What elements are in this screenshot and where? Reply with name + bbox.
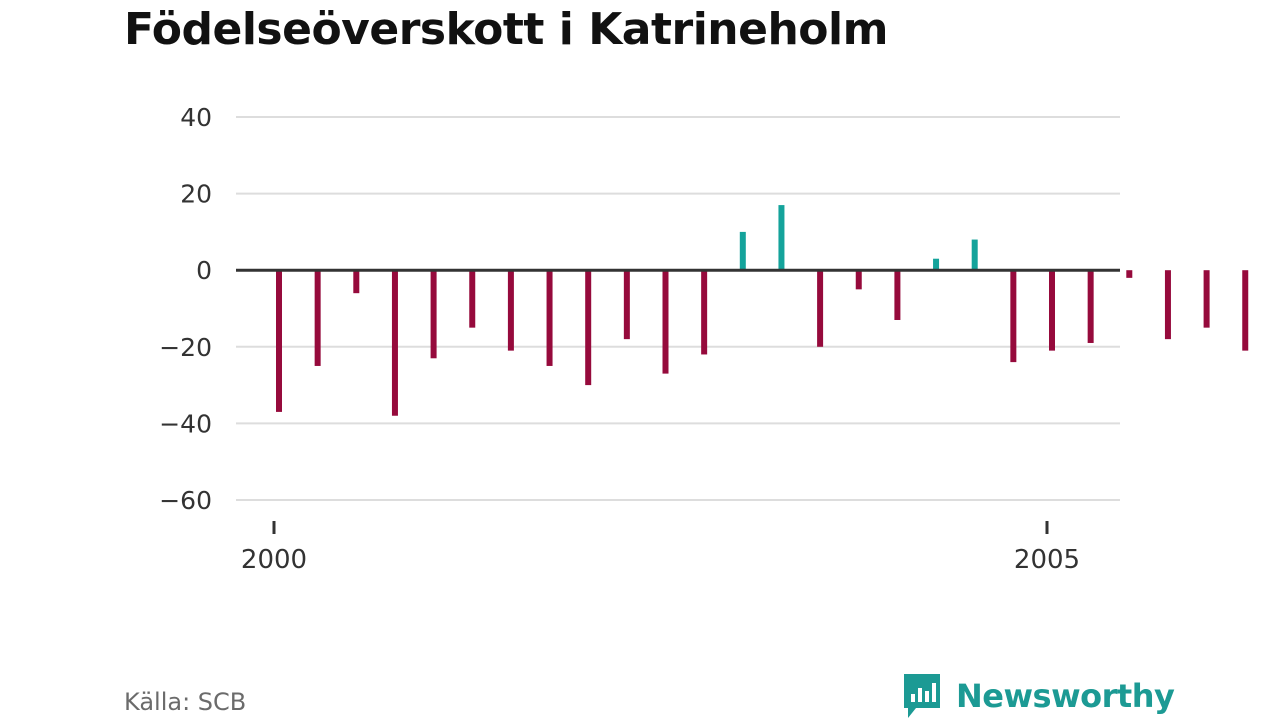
y-tick-label: −40 bbox=[159, 409, 212, 438]
bar bbox=[1087, 270, 1094, 343]
bar bbox=[662, 270, 669, 374]
bar bbox=[1126, 270, 1133, 278]
y-tick-label: 40 bbox=[180, 103, 212, 132]
y-axis: 40 20 0 −20 −40 −60 bbox=[159, 103, 212, 515]
bar bbox=[1164, 270, 1171, 340]
newsworthy-logo-icon bbox=[904, 674, 940, 718]
y-tick-label: 20 bbox=[180, 180, 212, 209]
source-label: Källa: SCB bbox=[124, 688, 247, 716]
bar bbox=[778, 205, 785, 271]
bar bbox=[1049, 270, 1055, 351]
bar bbox=[817, 270, 824, 347]
bar bbox=[623, 270, 630, 340]
bar bbox=[546, 270, 553, 366]
bar bbox=[353, 270, 360, 294]
bar bbox=[1010, 270, 1017, 363]
chart-title: Födelseöverskott i Katrineholm bbox=[124, 4, 888, 55]
y-tick-label: −60 bbox=[159, 486, 212, 515]
bar bbox=[507, 270, 514, 351]
bar bbox=[1242, 270, 1249, 351]
bar bbox=[701, 270, 708, 355]
x-tick-label: 2000 bbox=[241, 545, 307, 575]
bar bbox=[855, 270, 862, 290]
bar bbox=[894, 270, 901, 320]
bar bbox=[1203, 270, 1210, 328]
bar bbox=[971, 239, 978, 271]
bar bbox=[391, 270, 398, 416]
bar bbox=[933, 258, 940, 271]
bar bbox=[739, 231, 746, 271]
gridlines bbox=[236, 116, 1120, 501]
bars bbox=[276, 205, 1249, 416]
x-axis: 200020052010201520202025 bbox=[241, 521, 1080, 575]
y-tick-label: −20 bbox=[159, 333, 212, 362]
bar bbox=[314, 270, 321, 366]
bar bbox=[430, 270, 437, 359]
bar bbox=[585, 270, 592, 386]
x-tick-label: 2005 bbox=[1014, 545, 1080, 575]
bar bbox=[276, 270, 282, 412]
brand-logo[interactable]: Newsworthy bbox=[902, 672, 1175, 720]
bar bbox=[469, 270, 476, 328]
y-tick-label: 0 bbox=[196, 256, 212, 285]
brand-name: Newsworthy bbox=[956, 677, 1175, 715]
